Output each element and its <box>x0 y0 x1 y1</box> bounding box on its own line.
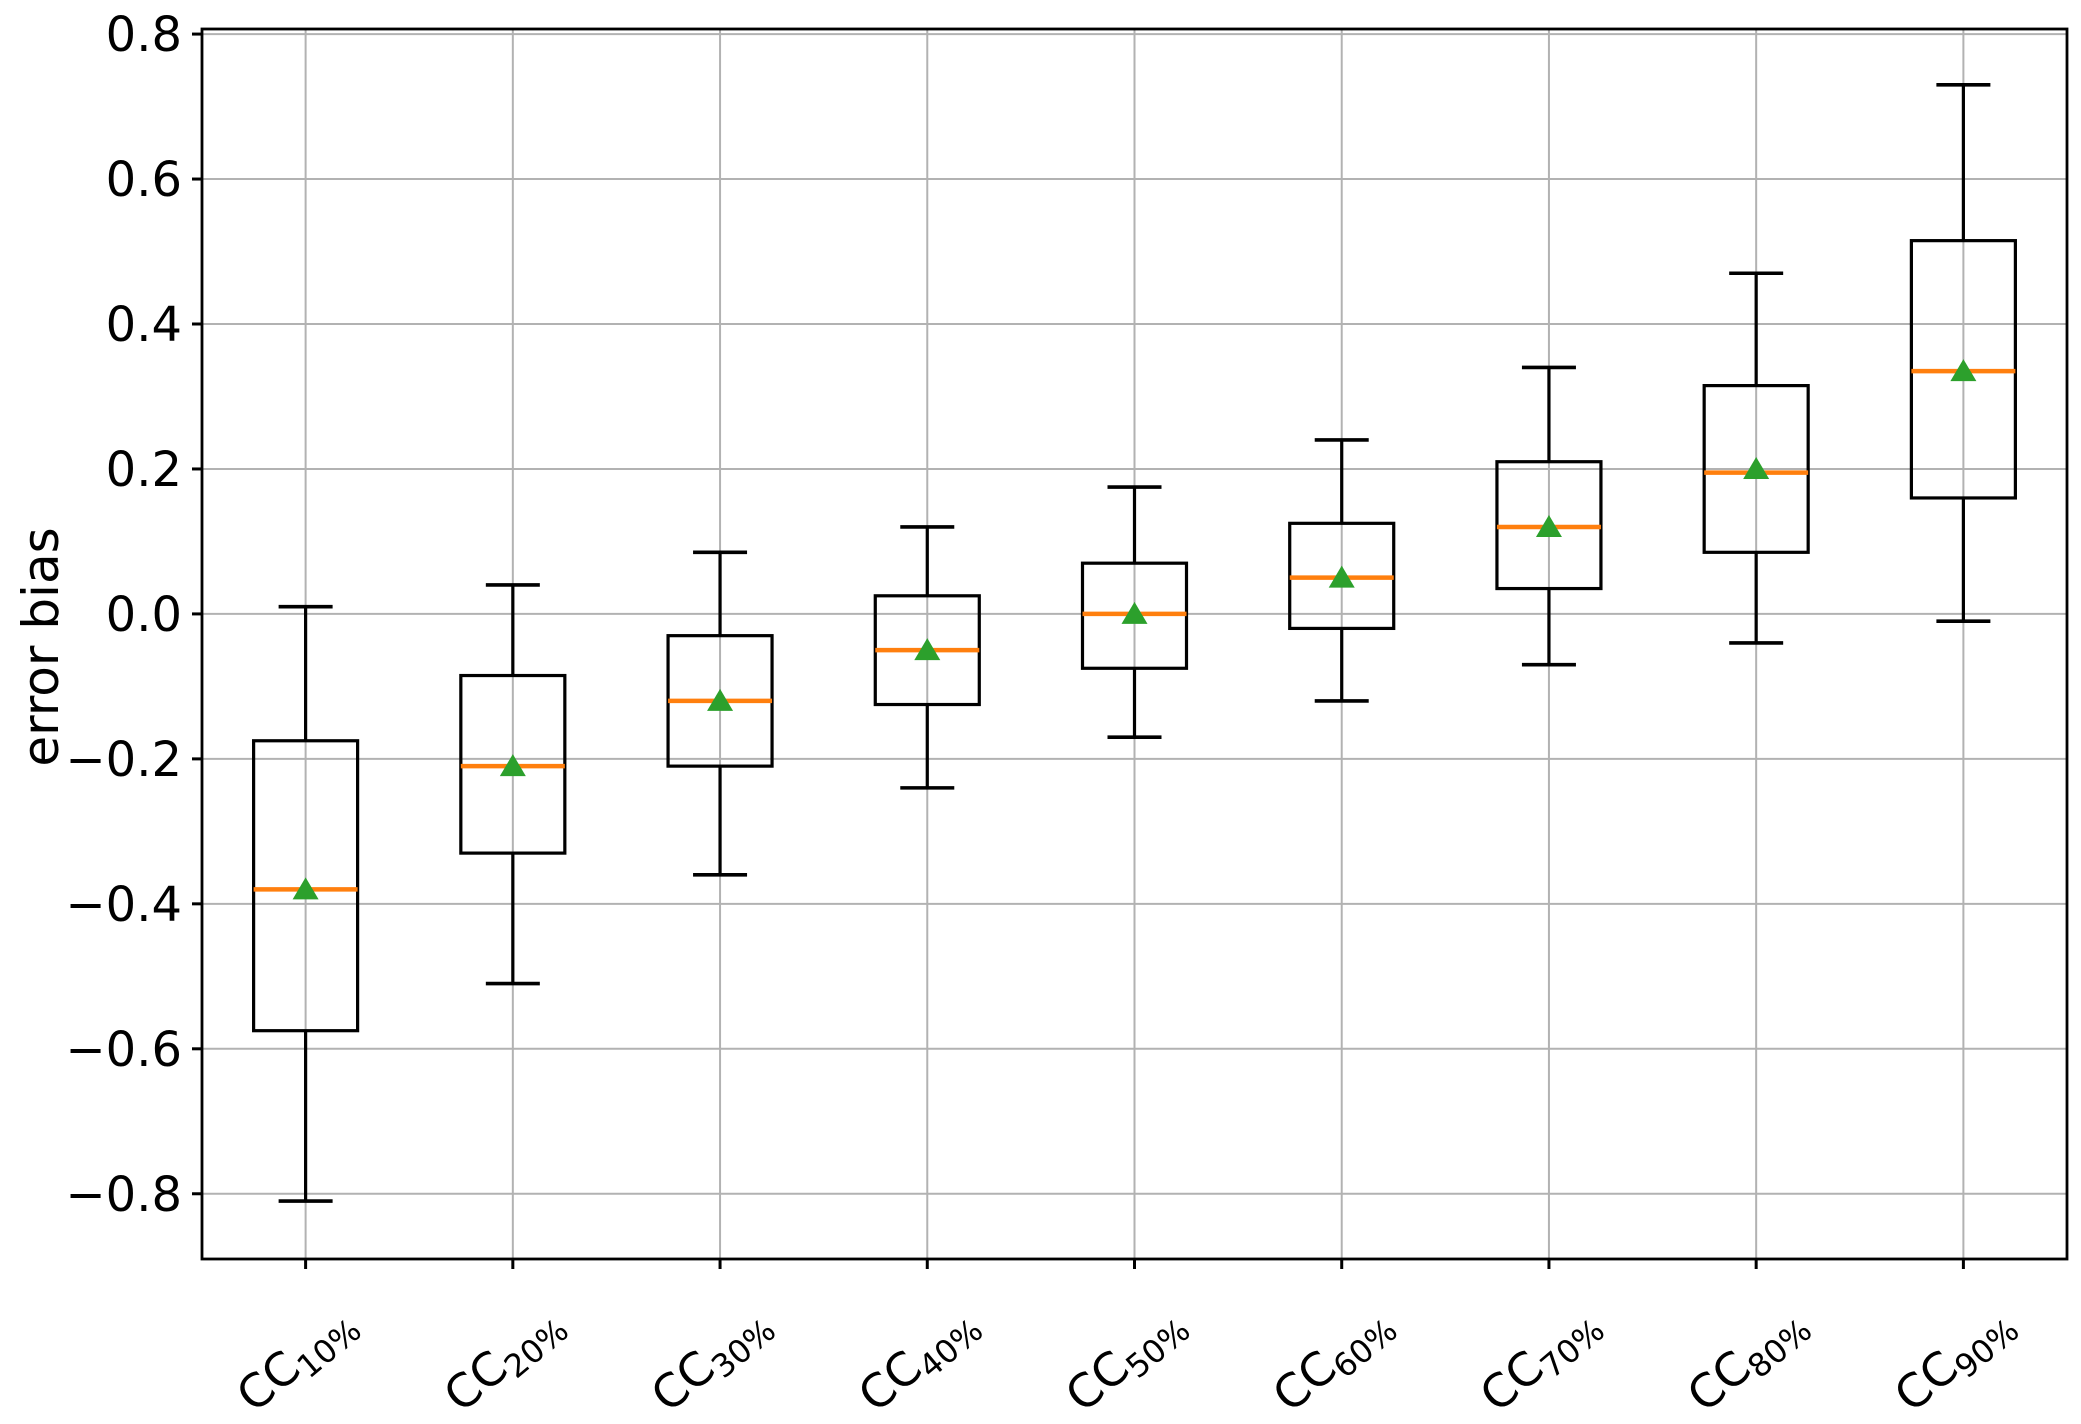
mean-marker <box>292 877 319 900</box>
mean-marker <box>707 688 734 711</box>
y-tick-label: 0.4 <box>106 297 182 353</box>
mean-marker <box>914 638 941 661</box>
boxplot-group <box>252 604 360 1203</box>
mean-marker <box>1328 565 1355 588</box>
mean-marker <box>1950 359 1977 382</box>
y-tick-label: −0.4 <box>65 877 182 933</box>
x-tick-label: CC80% <box>1677 1294 1819 1424</box>
x-tick-label: CC70% <box>1470 1294 1612 1424</box>
iqr-box <box>1702 384 1810 554</box>
boxplot-group <box>1288 438 1396 703</box>
mean-marker <box>1535 514 1562 537</box>
x-tick-label: CC60% <box>1262 1294 1404 1424</box>
y-tick-label: 0.2 <box>106 442 182 498</box>
boxplot-group <box>1495 365 1603 667</box>
x-tick-label: CC40% <box>848 1294 990 1424</box>
boxplot-group <box>873 525 981 790</box>
x-tick-label: CC10% <box>226 1294 368 1424</box>
x-tick-label: CC50% <box>1055 1294 1197 1424</box>
boxplot-group <box>1702 271 1810 645</box>
mean-marker <box>1121 601 1148 624</box>
x-tick-label: CC90% <box>1884 1294 2026 1424</box>
iqr-box <box>252 739 360 1033</box>
y-tick-label: 0.8 <box>106 7 182 63</box>
boxplot-group <box>1909 83 2017 623</box>
y-tick-label: 0.0 <box>106 587 182 643</box>
mean-marker <box>1743 456 1770 479</box>
y-tick-label: −0.6 <box>65 1022 182 1078</box>
boxplot-group <box>1080 485 1189 739</box>
y-tick-label: 0.6 <box>106 152 182 208</box>
mean-marker <box>499 754 526 777</box>
boxplot-group <box>666 550 774 877</box>
y-axis-label: error bias <box>12 527 70 766</box>
x-tick-label: CC20% <box>433 1294 575 1424</box>
x-tick-label: CC30% <box>641 1294 783 1424</box>
y-tick-label: −0.8 <box>65 1167 182 1223</box>
y-tick-label: −0.2 <box>65 732 182 788</box>
boxplot-group <box>459 583 567 986</box>
